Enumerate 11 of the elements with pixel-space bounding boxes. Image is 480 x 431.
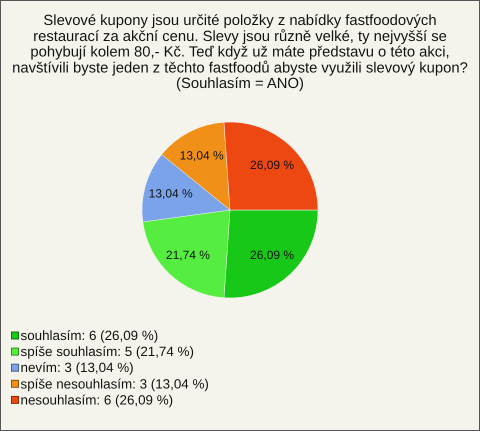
legend-label: souhlasím: 6 (26,09 %) bbox=[20, 328, 158, 343]
legend-label: spíše souhlasím: 5 (21,74 %) bbox=[20, 344, 194, 360]
legend-label: spíše nesouhlasím: 3 (13,04 %) bbox=[20, 376, 209, 392]
data-label: 21,74 % bbox=[166, 248, 210, 262]
chart-title: Slevové kupony jsou určité položky z nabídky fastfoodových restaurací za akční cenu. Slevy jsou různě velké, ty nejvyšší se pohybují kolem 80,- Kč. Teď když už máte představu o této akci, navštívili byste jeden z těchto fastfoodů abyste využili slevový kupon? (Souhlasím = ANO) bbox=[12, 13, 468, 92]
legend-label: nesouhlasím: 6 (26,09 %) bbox=[20, 392, 174, 408]
data-label: 13,04 % bbox=[180, 148, 224, 162]
data-label: 26,09 % bbox=[250, 248, 294, 262]
legend-label: nevím: 3 (13,04 %) bbox=[20, 360, 134, 376]
data-label: 13,04 % bbox=[148, 186, 194, 200]
data-label: 26,09 % bbox=[250, 158, 294, 172]
